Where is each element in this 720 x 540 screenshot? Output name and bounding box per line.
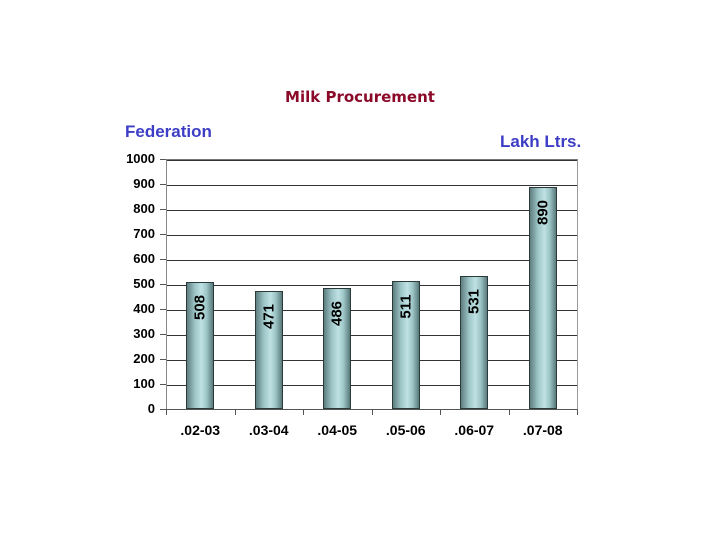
y-tick-label: 0	[147, 401, 155, 416]
y-axis	[166, 159, 167, 410]
x-tick-label: .06-07	[454, 422, 495, 438]
data-label: 486	[328, 300, 346, 326]
y-tick-mark	[160, 334, 166, 335]
data-label: 890	[534, 199, 552, 225]
bar: 511	[391, 281, 420, 409]
gridline	[166, 335, 577, 336]
gridline	[166, 210, 577, 211]
x-tick-mark	[303, 409, 304, 415]
x-tick-mark	[234, 409, 236, 415]
y-tick-mark	[160, 384, 166, 385]
x-tick-mark	[166, 409, 167, 415]
gridline	[166, 310, 577, 311]
x-tick-mark	[371, 409, 373, 415]
gridline	[166, 360, 577, 361]
chart-title: Milk Procurement	[285, 88, 435, 106]
x-tick-label: .05-06	[385, 422, 426, 438]
y-tick-mark	[160, 234, 166, 235]
unit-label: Lakh Ltrs.	[500, 132, 582, 151]
y-tick-mark	[160, 409, 166, 410]
bar: 486	[323, 287, 352, 409]
gridline	[166, 185, 577, 186]
y-tick-mark	[160, 184, 166, 185]
y-tick-mark	[160, 259, 166, 260]
y-tick-label: 1000	[126, 151, 155, 166]
gridline	[166, 260, 577, 261]
y-tick-label: 700	[133, 226, 155, 241]
y-tick-mark	[160, 359, 166, 360]
gridline	[166, 235, 577, 236]
data-label: 531	[465, 289, 483, 315]
x-tick-label: .04-05	[317, 422, 358, 438]
y-tick-label: 800	[133, 201, 155, 216]
y-tick-mark	[160, 284, 166, 285]
data-label: 511	[397, 294, 415, 319]
bar: 508	[186, 282, 215, 409]
y-tick-mark	[160, 159, 166, 160]
x-axis	[160, 409, 578, 410]
gridline	[166, 385, 577, 386]
data-label: 471	[260, 304, 278, 330]
y-tick-mark	[160, 309, 166, 310]
y-tick-label: 200	[133, 351, 155, 366]
x-tick-label: .03-04	[248, 422, 289, 438]
y-tick-label: 600	[133, 251, 155, 266]
y-tick-label: 900	[133, 176, 155, 191]
x-tick-mark	[440, 409, 441, 415]
plot-area	[166, 159, 578, 410]
bar: 890	[528, 186, 557, 409]
data-label: 508	[191, 294, 209, 321]
y-tick-label: 100	[133, 376, 155, 391]
gridline	[166, 285, 577, 286]
bar: 531	[460, 276, 489, 409]
x-tick-label: .02-03	[180, 422, 221, 438]
y-tick-label: 300	[133, 326, 155, 341]
chart-subtitle-federation: Federation	[125, 122, 212, 141]
y-tick-mark	[160, 209, 166, 210]
y-tick-label: 400	[133, 301, 155, 316]
bar: 471	[254, 291, 283, 409]
x-tick-mark	[577, 409, 578, 415]
y-tick-label: 500	[133, 276, 155, 291]
x-tick-mark	[508, 409, 510, 415]
x-tick-label: .07-08	[522, 422, 563, 438]
gridline	[166, 160, 577, 161]
